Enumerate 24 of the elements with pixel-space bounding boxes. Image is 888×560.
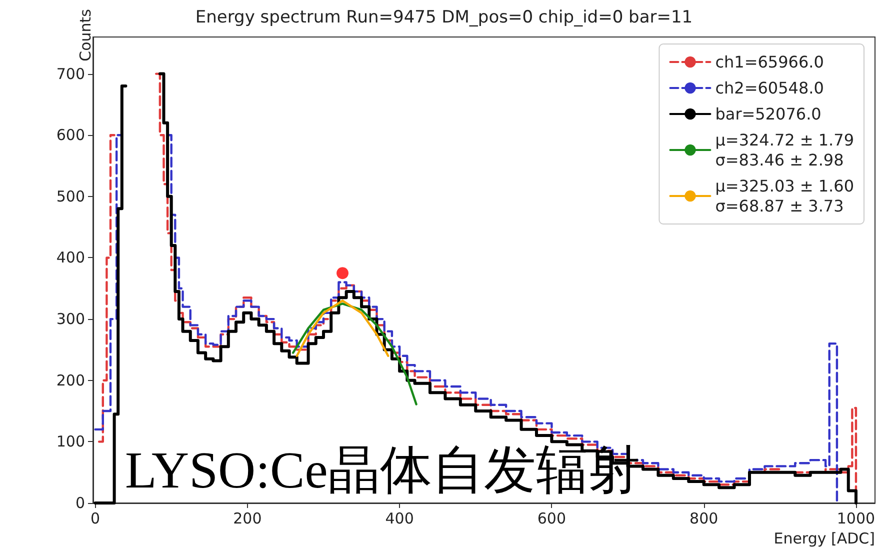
legend-label: μ=325.03 ± 1.60 σ=68.87 ± 3.73 xyxy=(715,176,854,216)
line-series xyxy=(292,302,418,406)
y-tick-label: 500 xyxy=(56,187,85,206)
y-tick-label: 600 xyxy=(56,126,85,144)
y-tick-label: 0 xyxy=(75,494,85,512)
x-tick-label: 400 xyxy=(385,510,414,528)
legend-label: μ=324.72 ± 1.79 σ=83.46 ± 2.98 xyxy=(715,130,854,170)
y-tick-label: 100 xyxy=(56,432,85,451)
x-tick-label: 800 xyxy=(690,510,718,528)
line-series xyxy=(296,300,390,357)
x-tick-label: 0 xyxy=(90,510,100,528)
x-tick-label: 1000 xyxy=(836,510,876,528)
x-tick-label: 600 xyxy=(537,510,566,528)
y-tick-label: 400 xyxy=(56,248,85,267)
y-axis-title: Counts xyxy=(76,8,94,62)
legend-label: ch2=60548.0 xyxy=(715,78,824,98)
legend-label: bar=52076.0 xyxy=(715,104,822,124)
y-tick-label: 700 xyxy=(56,64,85,83)
x-tick-label: 200 xyxy=(233,510,262,528)
chart-title: Energy spectrum Run=9475 DM_pos=0 chip_id=0 bar=11 xyxy=(195,8,693,28)
y-tick-label: 300 xyxy=(56,310,85,328)
x-axis-title: Energy [ADC] xyxy=(774,530,875,548)
legend-label: ch1=65966.0 xyxy=(715,52,824,72)
y-tick-label: 200 xyxy=(56,371,85,390)
